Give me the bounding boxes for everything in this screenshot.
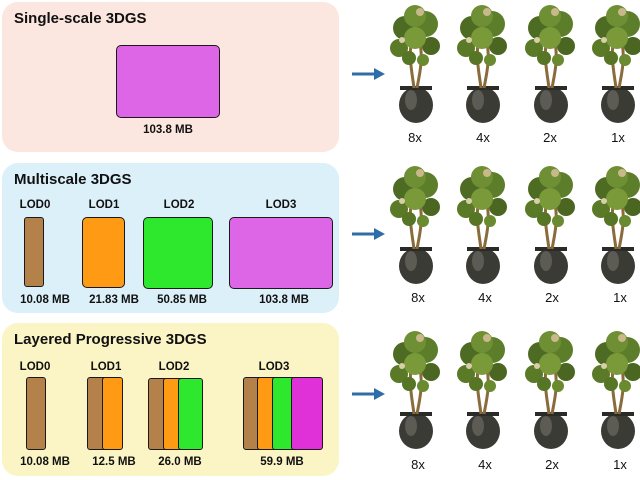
potted-tree-icon — [390, 331, 440, 449]
right-arrow-icon — [352, 68, 385, 80]
scale-label: 2x — [545, 457, 559, 472]
lod1-block — [82, 217, 125, 288]
lod2-layer — [178, 378, 203, 450]
size-label: 59.9 MB — [260, 456, 304, 468]
lod-label: LOD2 — [163, 199, 195, 211]
size-label: 103.8 MB — [143, 124, 193, 136]
lod0-block — [24, 217, 44, 287]
potted-tree-icon — [457, 331, 507, 449]
lod1-layer — [102, 377, 123, 450]
scale-label: 8x — [408, 130, 422, 145]
lod-label: LOD0 — [19, 361, 51, 373]
potted-tree-icon — [592, 166, 640, 284]
layered-progressive-panel: Layered Progressive 3DGS LOD0 LOD1 LOD2 … — [2, 323, 339, 476]
scale-label: 2x — [543, 130, 557, 145]
potted-tree-icon — [525, 166, 575, 284]
lod2-block — [143, 217, 213, 289]
lod-label: LOD1 — [90, 361, 122, 373]
potted-tree-icon — [390, 5, 440, 123]
size-label: 50.85 MB — [157, 294, 207, 306]
multiscale-panel: Multiscale 3DGS LOD0 LOD1 LOD2 LOD3 10.0… — [2, 163, 339, 313]
scale-label: 8x — [411, 457, 425, 472]
potted-tree-icon — [457, 166, 507, 284]
scale-label: 4x — [476, 130, 490, 145]
potted-tree-icon — [457, 5, 507, 123]
lod0-layer — [26, 377, 46, 450]
potted-tree-icon — [525, 331, 575, 449]
potted-tree-icon — [592, 5, 640, 123]
scale-label: 1x — [613, 290, 627, 305]
scale-label: 1x — [611, 130, 625, 145]
size-label: 26.0 MB — [158, 456, 202, 468]
lod-label: LOD3 — [265, 199, 297, 211]
potted-tree-icon — [390, 166, 440, 284]
scale-label: 4x — [478, 457, 492, 472]
size-label: 10.08 MB — [20, 456, 70, 468]
scale-label: 8x — [411, 290, 425, 305]
lod-label: LOD2 — [158, 361, 190, 373]
size-label: 103.8 MB — [259, 294, 309, 306]
lod-label: LOD0 — [19, 199, 51, 211]
panel-title: Multiscale 3DGS — [14, 171, 132, 188]
scale-label: 4x — [478, 290, 492, 305]
potted-tree-icon — [525, 5, 575, 123]
size-label: 12.5 MB — [92, 456, 136, 468]
lod-label: LOD3 — [258, 361, 290, 373]
lod-label: LOD1 — [88, 199, 120, 211]
lod3-layer — [291, 377, 323, 450]
lod3-block — [116, 45, 220, 118]
lod3-block — [229, 217, 333, 289]
size-label: 10.08 MB — [20, 294, 70, 306]
size-label: 21.83 MB — [89, 294, 139, 306]
right-arrow-icon — [352, 228, 385, 240]
scale-label: 1x — [613, 457, 627, 472]
single-scale-panel: Single-scale 3DGS 103.8 MB — [2, 2, 339, 152]
scale-label: 2x — [545, 290, 559, 305]
potted-tree-icon — [592, 331, 640, 449]
right-arrow-icon — [352, 388, 385, 400]
panel-title: Single-scale 3DGS — [14, 10, 147, 27]
panel-title: Layered Progressive 3DGS — [14, 331, 207, 348]
